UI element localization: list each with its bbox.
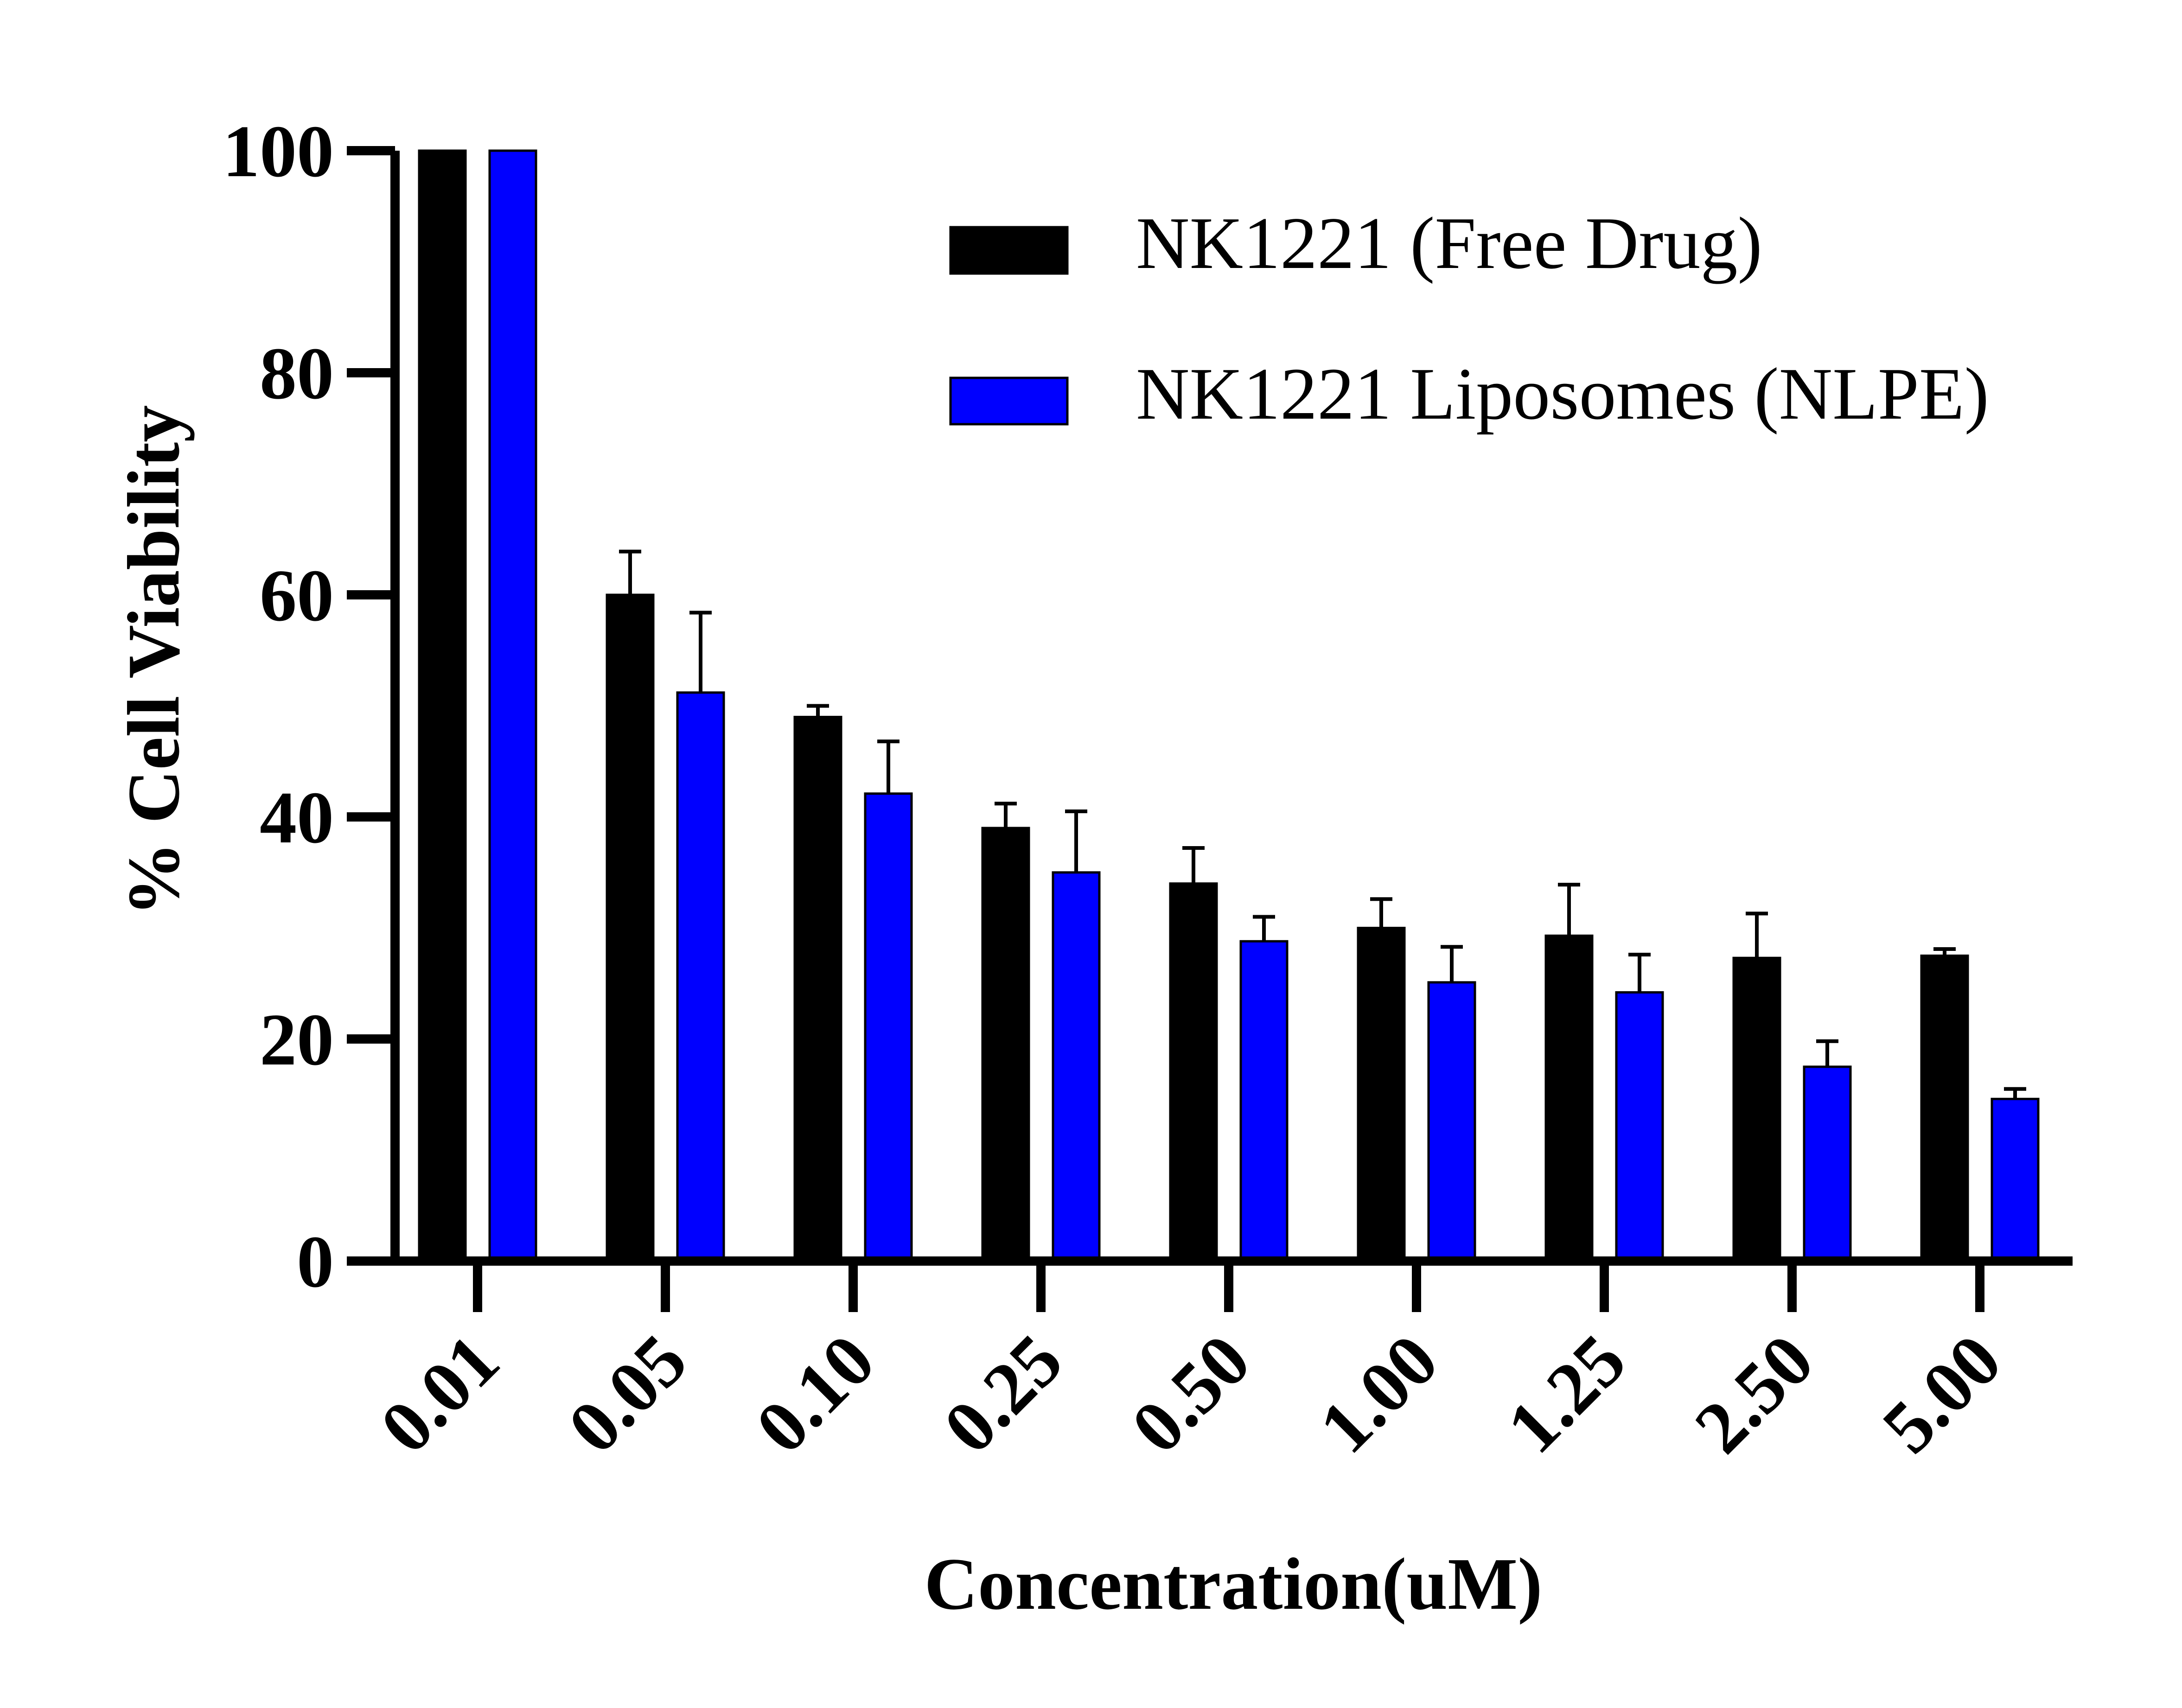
bar-series-1-0.25 — [981, 827, 1030, 1262]
legend-label-1: NK1221 (Free Drug) — [1136, 202, 1762, 284]
x-tick-label: 0.05 — [552, 1319, 702, 1469]
bar-series-1-2.50 — [1732, 956, 1781, 1262]
bar-series-2-0.50 — [1239, 940, 1289, 1262]
bar-series-1-1.25 — [1544, 934, 1594, 1262]
bar-series-2-5.00 — [1991, 1097, 2040, 1262]
bars-layer — [418, 149, 2040, 1262]
x-tick-label: 1.00 — [1303, 1319, 1454, 1469]
bar-series-1-0.10 — [793, 715, 842, 1262]
axes-layer — [347, 151, 2073, 1266]
y-axis-label: % Cell Viability — [112, 405, 195, 916]
x-tick-label: 2.50 — [1679, 1319, 1829, 1469]
y-ticks: 0 20 40 60 80 100 — [223, 110, 395, 1303]
y-tick-label: 40 — [260, 776, 334, 859]
x-ticks: 0.01 0.05 0.10 0.25 0.50 1.00 1.25 2.50 5.00 — [364, 1261, 2017, 1469]
legend-swatch-2 — [949, 376, 1069, 426]
y-tick-label: 20 — [260, 998, 334, 1081]
x-tick-label: 0.01 — [364, 1319, 515, 1469]
bar-series-2-2.50 — [1803, 1065, 1852, 1262]
y-tick-label: 100 — [223, 110, 334, 192]
bar-series-2-1.00 — [1427, 981, 1476, 1262]
y-tick-label: 60 — [260, 554, 334, 637]
legend-swatch-1 — [949, 226, 1069, 275]
x-tick-label: 0.10 — [740, 1319, 890, 1469]
bar-series-2-0.10 — [864, 792, 913, 1262]
x-tick-label: 5.00 — [1867, 1319, 2017, 1469]
bar-series-2-0.05 — [676, 691, 725, 1262]
x-tick-label: 1.25 — [1491, 1319, 1641, 1469]
bar-series-1-5.00 — [1920, 954, 1969, 1262]
x-tick-label: 0.25 — [928, 1319, 1078, 1469]
bar-series-2-1.25 — [1615, 991, 1664, 1262]
bar-series-2-0.25 — [1052, 871, 1101, 1262]
legend-label-2: NK1221 Liposomes (NLPE) — [1136, 352, 1989, 435]
bar-series-1-0.05 — [606, 593, 655, 1262]
bar-series-1-0.01 — [418, 149, 467, 1262]
legend: NK1221 (Free Drug) NK1221 Liposomes (NLPE… — [949, 202, 1989, 435]
bar-series-1-1.00 — [1357, 927, 1406, 1262]
y-tick-label: 0 — [297, 1220, 334, 1303]
x-axis-label: Concentration(uM) — [924, 1542, 1542, 1625]
x-tick-label: 0.50 — [1116, 1319, 1266, 1469]
bar-series-2-0.01 — [488, 149, 537, 1262]
y-tick-label: 80 — [260, 332, 334, 414]
bar-series-1-0.50 — [1169, 882, 1218, 1262]
error-bars-layer — [619, 549, 2026, 1099]
